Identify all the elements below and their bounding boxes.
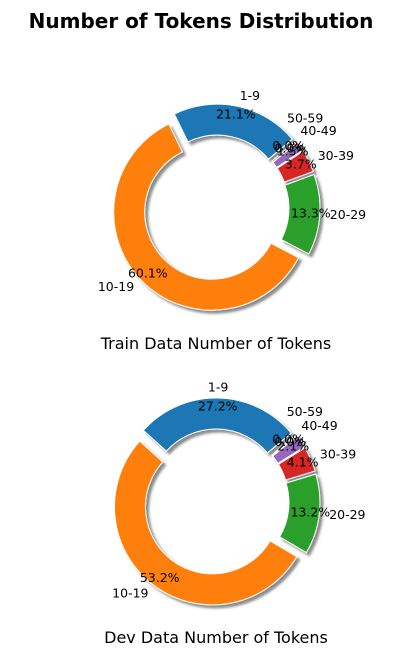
donut-slice-30-39 [277, 447, 316, 481]
category-label-1-9: 1-9 [240, 88, 260, 103]
category-label-10-19: 10-19 [112, 585, 148, 600]
category-label-1-9: 1-9 [208, 380, 228, 395]
percent-label-4: 1.5% [277, 143, 309, 158]
category-label-50-59: 50-59 [287, 110, 323, 125]
percent-label-3: 4.1% [287, 454, 319, 469]
percent-label-5: 0.0% [274, 434, 306, 449]
percent-label-0: 27.2% [198, 399, 238, 414]
percent-label-6: 0.0% [272, 138, 304, 153]
donut-slice-1-9 [173, 103, 294, 160]
donut-slice-30-39 [276, 150, 314, 183]
percent-label-4: 2.1% [277, 438, 309, 453]
category-label-30-39: 30-39 [318, 148, 354, 163]
donut-wedges [113, 103, 321, 311]
category-label-20-29: 20-29 [330, 207, 366, 222]
percent-label-2: 13.3% [291, 206, 331, 221]
percent-label-1: 53.2% [140, 570, 180, 585]
percent-label-6: 0.0% [272, 432, 304, 447]
donut-slice-20-29 [278, 473, 321, 554]
donut-wedges [113, 397, 321, 606]
train-chart-title: Train Data Number of Tokens [100, 334, 332, 353]
category-label-50-59: 50-59 [287, 404, 323, 419]
percent-label-3: 3.7% [285, 157, 317, 172]
donut-slice-50-59 [271, 140, 298, 163]
dev-chart-title: Dev Data Number of Tokens [104, 628, 328, 647]
category-label-40-49: 40-49 [300, 123, 336, 138]
percent-label-1: 60.1% [128, 266, 168, 281]
category-label-40-49: 40-49 [301, 418, 337, 433]
percent-label-2: 13.2% [290, 505, 330, 520]
donut-slice-1-9 [142, 397, 292, 454]
category-label-20-29: 20-29 [329, 507, 365, 522]
donut-slice-10-19 [113, 440, 298, 606]
percent-label-0: 21.1% [216, 107, 256, 122]
donut-slice-10-19 [113, 123, 300, 311]
donut-slice-20-29 [280, 173, 321, 255]
category-label-30-39: 30-39 [320, 447, 356, 462]
donut-slice-50-59 [271, 434, 298, 457]
category-label-10-19: 10-19 [98, 279, 134, 294]
figure-title: Number of Tokens Distribution [29, 9, 374, 33]
percent-label-5: 0.0% [275, 140, 307, 155]
